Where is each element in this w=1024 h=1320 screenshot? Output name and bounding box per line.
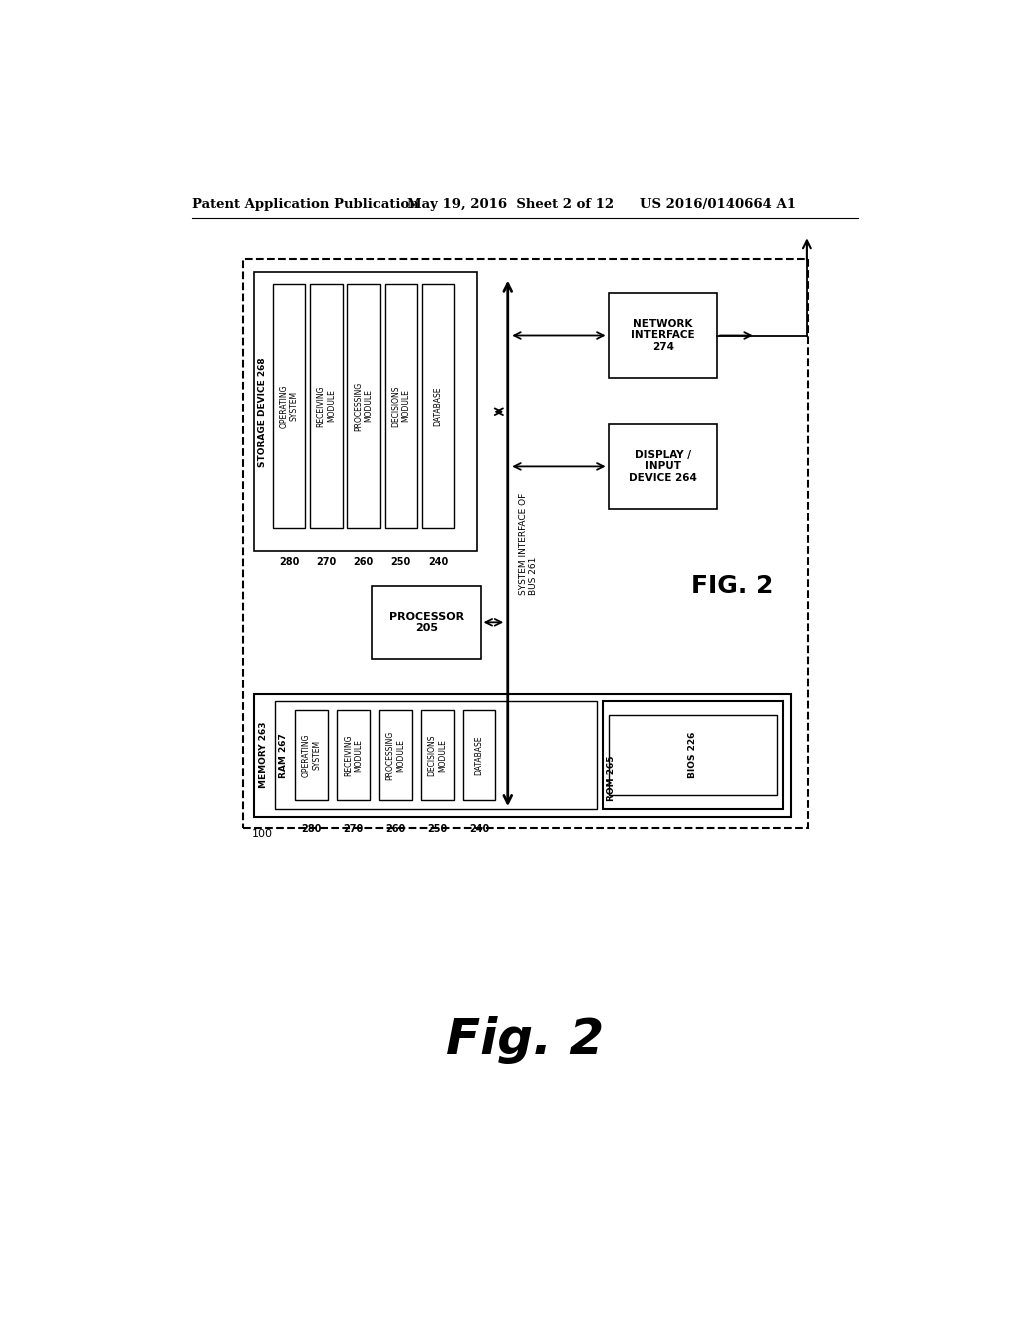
Text: US 2016/0140664 A1: US 2016/0140664 A1 [640,198,796,211]
Text: 270: 270 [316,557,337,566]
Text: OPERATING
SYSTEM: OPERATING SYSTEM [280,384,299,428]
Bar [347,284,380,528]
Text: BIOS 226: BIOS 226 [688,733,697,779]
Text: 240: 240 [469,824,489,834]
Bar [254,693,791,817]
Bar [275,701,597,809]
Text: DECISIONS
MODULE: DECISIONS MODULE [428,734,446,776]
Text: RECEIVING
MODULE: RECEIVING MODULE [316,385,336,426]
Text: 260: 260 [385,824,406,834]
Bar [603,701,783,809]
Text: 280: 280 [301,824,322,834]
Bar [609,715,776,795]
Text: 260: 260 [353,557,374,566]
Text: NETWORK
INTERFACE
274: NETWORK INTERFACE 274 [631,319,694,352]
Text: 280: 280 [279,557,299,566]
Text: Patent Application Publication: Patent Application Publication [191,198,418,211]
Bar [463,710,496,800]
Bar [379,710,412,800]
Text: DATABASE: DATABASE [474,735,483,775]
Text: MEMORY 263: MEMORY 263 [259,722,268,788]
Text: FIG. 2: FIG. 2 [691,574,774,598]
Bar [310,284,343,528]
Text: 240: 240 [428,557,449,566]
Bar [273,284,305,528]
Bar [421,710,454,800]
Text: 270: 270 [343,824,364,834]
Bar [295,710,328,800]
Text: Fig. 2: Fig. 2 [445,1016,604,1064]
Text: STORAGE DEVICE 268: STORAGE DEVICE 268 [258,356,266,466]
Text: 250: 250 [391,557,411,566]
Bar [243,259,809,829]
Text: RAM 267: RAM 267 [280,733,289,777]
Text: PROCESSING
MODULE: PROCESSING MODULE [354,381,374,430]
Text: PROCESSOR
205: PROCESSOR 205 [389,611,464,634]
Text: DATABASE: DATABASE [433,387,442,426]
Text: SYSTEM INTERFACE OF
BUS 261: SYSTEM INTERFACE OF BUS 261 [518,492,538,594]
Text: PROCESSING
MODULE: PROCESSING MODULE [386,730,406,780]
Bar [254,272,477,552]
Bar [608,293,717,378]
Text: RECEIVING
MODULE: RECEIVING MODULE [344,734,364,776]
Text: May 19, 2016  Sheet 2 of 12: May 19, 2016 Sheet 2 of 12 [407,198,614,211]
Bar [422,284,455,528]
Bar [337,710,370,800]
Bar [372,586,480,659]
Text: 250: 250 [427,824,447,834]
Text: DECISIONS
MODULE: DECISIONS MODULE [391,385,411,426]
Bar [608,424,717,508]
Text: ROM 265: ROM 265 [607,755,616,801]
Text: OPERATING
SYSTEM: OPERATING SYSTEM [302,734,322,777]
Text: 100: 100 [252,829,273,840]
Bar [385,284,417,528]
Text: DISPLAY /
INPUT
DEVICE 264: DISPLAY / INPUT DEVICE 264 [629,450,696,483]
